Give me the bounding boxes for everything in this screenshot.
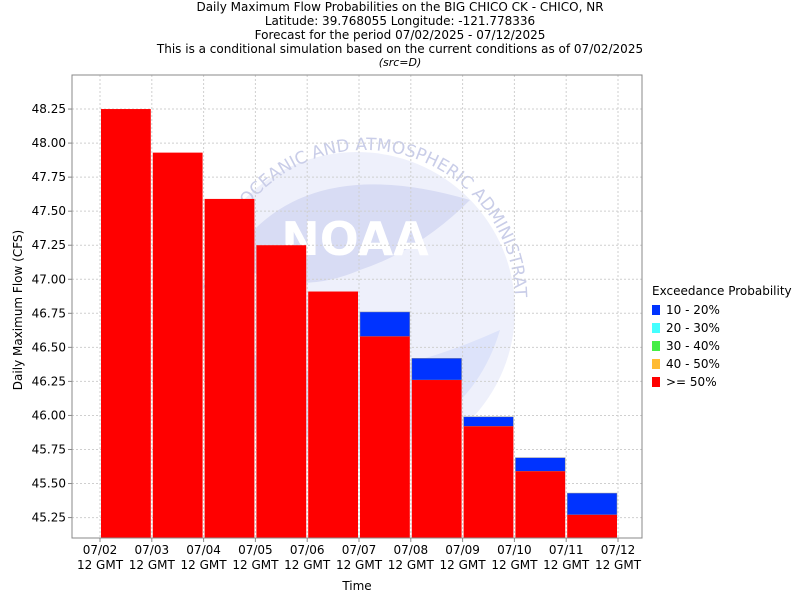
- legend-swatch: [652, 341, 660, 351]
- legend-label: 20 - 30%: [666, 321, 720, 335]
- x-tick-date: 07/12: [601, 543, 636, 557]
- x-tick-date: 07/06: [290, 543, 325, 557]
- chart-title-line-4: This is a conditional simulation based o…: [156, 42, 644, 56]
- legend-item: 10 - 20%: [652, 301, 792, 319]
- legend-swatch: [652, 377, 660, 387]
- bar-ge-50-segment: [411, 380, 462, 538]
- x-tick-date: 07/05: [238, 543, 273, 557]
- bar-10-20-segment: [463, 416, 514, 427]
- y-tick-label: 46.25: [32, 374, 66, 388]
- chart-subtitle: (src=D): [378, 56, 422, 69]
- bar-ge-50-segment: [515, 471, 566, 538]
- bar-ge-50-segment: [308, 291, 358, 538]
- bar-ge-50-segment: [152, 152, 203, 538]
- y-tick-label: 45.75: [32, 442, 66, 456]
- chart-title-line-3: Forecast for the period 07/02/2025 - 07/…: [254, 28, 546, 42]
- y-tick-label: 48.00: [32, 136, 66, 150]
- x-tick-date: 07/02: [83, 543, 118, 557]
- x-tick-time: 12 GMT: [595, 558, 642, 572]
- x-tick-date: 07/10: [497, 543, 532, 557]
- bar-ge-50-segment: [567, 514, 617, 538]
- bar-10-20-segment: [566, 492, 618, 516]
- legend-swatch: [652, 359, 660, 369]
- legend-label: 10 - 20%: [666, 303, 720, 317]
- y-tick-label: 46.75: [32, 306, 66, 320]
- y-tick-label: 48.25: [32, 102, 66, 116]
- y-axis-label: Daily Maximum Flow (CFS): [11, 230, 25, 390]
- legend-label: >= 50%: [666, 375, 717, 389]
- x-tick-time: 12 GMT: [388, 558, 435, 572]
- x-tick-time: 12 GMT: [491, 558, 538, 572]
- x-tick-date: 07/11: [549, 543, 584, 557]
- legend-label: 30 - 40%: [666, 339, 720, 353]
- chart-legend: Exceedance Probability 10 - 20% 20 - 30% 3…: [652, 284, 792, 391]
- x-tick-date: 07/09: [445, 543, 480, 557]
- chart-axes: [71, 74, 643, 539]
- legend-swatch: [652, 305, 660, 315]
- x-tick-date: 07/03: [135, 543, 170, 557]
- x-tick-time: 12 GMT: [543, 558, 590, 572]
- y-tick-label: 47.00: [32, 272, 66, 286]
- x-tick-date: 07/04: [186, 543, 221, 557]
- y-tick-label: 47.75: [32, 170, 66, 184]
- chart-bars: [101, 109, 618, 538]
- x-tick-date: 07/08: [394, 543, 429, 557]
- legend-item: 30 - 40%: [652, 337, 792, 355]
- legend-swatch: [652, 323, 660, 333]
- y-tick-label: 47.25: [32, 238, 66, 252]
- legend-title: Exceedance Probability: [652, 284, 792, 298]
- bar-ge-50-segment: [256, 245, 307, 538]
- x-tick-time: 12 GMT: [129, 558, 176, 572]
- bar-ge-50-segment: [360, 336, 410, 538]
- bar-10-20-segment: [515, 457, 566, 472]
- y-tick-label: 46.00: [32, 408, 66, 422]
- x-tick-time: 12 GMT: [77, 558, 124, 572]
- y-tick-label: 45.25: [32, 511, 66, 525]
- y-tick-label: 46.50: [32, 340, 66, 354]
- plot-frame: [71, 74, 643, 539]
- chart-title-line-2: Latitude: 39.768055 Longitude: -121.7783…: [264, 14, 536, 28]
- bar-10-20-segment: [411, 357, 462, 381]
- x-tick-time: 12 GMT: [336, 558, 383, 572]
- y-tick-label: 47.50: [32, 204, 66, 218]
- legend-item: 40 - 50%: [652, 355, 792, 373]
- y-axis-ticks: 45.25 45.50 45.75 46.00 46.25 46.50 46.75 47.00…: [32, 102, 72, 525]
- legend-item: 20 - 30%: [652, 319, 792, 337]
- legend-label: 40 - 50%: [666, 357, 720, 371]
- x-tick-time: 12 GMT: [440, 558, 487, 572]
- x-axis-label: Time: [341, 579, 371, 593]
- chart-title-line-1: Daily Maximum Flow Probabilities on the …: [196, 0, 604, 14]
- bar-ge-50-segment: [101, 109, 151, 538]
- x-tick-time: 12 GMT: [284, 558, 331, 572]
- y-tick-label: 45.50: [32, 477, 66, 491]
- bar-ge-50-segment: [204, 198, 255, 538]
- chart-title-block: Daily Maximum Flow Probabilities on the …: [0, 0, 800, 70]
- legend-item: >= 50%: [652, 373, 792, 391]
- x-tick-date: 07/07: [342, 543, 377, 557]
- x-tick-time: 12 GMT: [232, 558, 279, 572]
- bar-10-20-segment: [359, 311, 411, 337]
- bar-ge-50-segment: [463, 426, 514, 538]
- x-tick-time: 12 GMT: [181, 558, 228, 572]
